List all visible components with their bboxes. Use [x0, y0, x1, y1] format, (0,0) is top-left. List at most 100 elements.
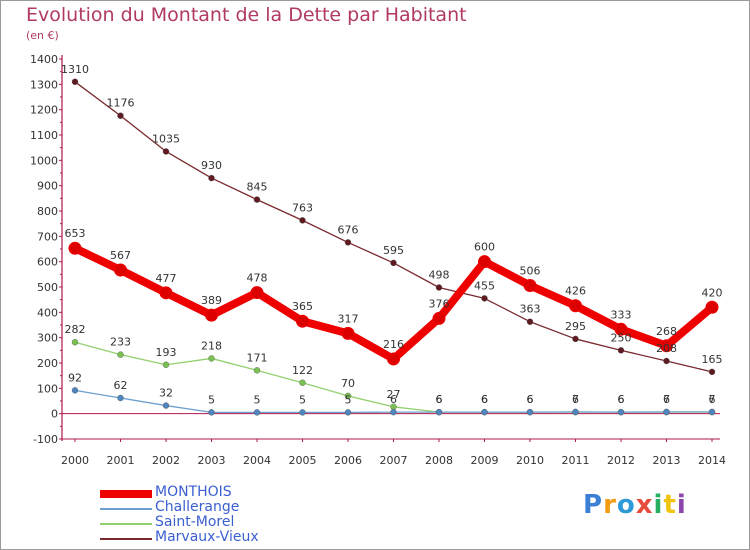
- data-label: 208: [656, 342, 677, 355]
- data-label: 6: [663, 393, 670, 406]
- y-tick-label: 1100: [30, 129, 58, 142]
- legend-label: Challerange: [155, 499, 240, 515]
- data-label: 6: [481, 393, 488, 406]
- data-point: [71, 339, 79, 346]
- data-label: 478: [247, 272, 268, 285]
- y-tick-label: 300: [37, 332, 58, 345]
- y-tick-label: 800: [37, 205, 58, 218]
- data-point: [435, 408, 443, 416]
- data-label: 567: [110, 249, 131, 262]
- data-label: 6: [618, 393, 625, 406]
- data-point: [162, 402, 170, 409]
- y-tick-label: 500: [37, 281, 58, 294]
- legend-swatch: [100, 523, 152, 525]
- data-label: 600: [474, 241, 495, 254]
- data-point: [569, 299, 582, 313]
- data-label: 477: [156, 272, 177, 285]
- data-label: 7: [572, 393, 579, 406]
- data-label: 5: [345, 393, 352, 406]
- data-label: 70: [341, 377, 355, 390]
- data-label: 171: [247, 351, 268, 364]
- data-label: 6: [527, 393, 534, 406]
- x-tick-label: 2012: [607, 454, 635, 467]
- data-point: [526, 408, 534, 416]
- data-label: 165: [702, 353, 723, 366]
- data-point: [663, 357, 670, 365]
- data-point: [572, 408, 579, 416]
- legend: MONTHOIS Challerange Saint-Morel Marvaux-Vi…: [100, 485, 320, 546]
- data-label: 250: [611, 331, 632, 344]
- x-tick-label: 2006: [334, 454, 362, 467]
- data-label: 1310: [61, 63, 89, 76]
- data-point: [390, 259, 397, 267]
- data-point: [208, 355, 215, 362]
- data-label: 317: [338, 312, 359, 325]
- data-point: [481, 295, 488, 302]
- proxiti-logo: Proxiti: [583, 490, 687, 520]
- y-tick-label: 1200: [30, 104, 58, 117]
- logo-letter: t: [663, 490, 677, 520]
- x-tick-label: 2005: [289, 454, 317, 467]
- data-label: 498: [429, 269, 450, 282]
- data-label: 6: [436, 393, 443, 406]
- legend-swatch: [100, 538, 152, 540]
- data-point: [299, 217, 306, 224]
- data-label: 376: [429, 297, 450, 310]
- x-tick-label: 2014: [698, 454, 726, 467]
- legend-swatch: [100, 490, 152, 498]
- legend-item: Saint-Morel: [100, 515, 320, 531]
- data-label: 1176: [107, 97, 135, 110]
- data-point: [253, 367, 261, 374]
- data-point: [617, 408, 625, 416]
- y-tick-label: 200: [37, 357, 58, 370]
- data-point: [663, 408, 670, 416]
- data-label: 32: [159, 387, 173, 400]
- data-point: [162, 361, 170, 368]
- data-point: [390, 408, 397, 416]
- y-tick-label: 400: [37, 306, 58, 319]
- data-label: 92: [68, 371, 82, 384]
- data-label: 6: [481, 393, 488, 406]
- logo-letter: i: [676, 490, 687, 520]
- data-label: 5: [208, 393, 215, 406]
- x-tick-label: 2000: [61, 454, 89, 467]
- x-tick-label: 2009: [471, 454, 499, 467]
- data-label: 6: [572, 393, 579, 406]
- data-label: 282: [65, 323, 86, 336]
- data-point: [114, 263, 127, 277]
- data-label: 27: [387, 388, 401, 401]
- data-label: 426: [565, 285, 586, 298]
- y-tick-label: 1300: [30, 78, 58, 91]
- data-point: [117, 394, 124, 402]
- logo-letter: r: [603, 490, 617, 520]
- x-tick-label: 2002: [152, 454, 180, 467]
- y-tick-label: 0: [51, 408, 58, 421]
- x-tick-label: 2007: [380, 454, 408, 467]
- data-label: 6: [709, 393, 716, 406]
- data-label: 6: [436, 393, 443, 406]
- x-tick-label: 2008: [425, 454, 453, 467]
- data-label: 365: [292, 300, 313, 313]
- unit-label: (en €): [26, 29, 59, 42]
- data-point: [708, 368, 716, 376]
- data-label: 6: [527, 393, 534, 406]
- data-point: [208, 409, 215, 416]
- data-point: [344, 239, 352, 246]
- data-point: [705, 300, 719, 314]
- x-tick-label: 2003: [198, 454, 226, 467]
- data-label: 845: [247, 181, 268, 194]
- x-tick-label: 2010: [516, 454, 544, 467]
- data-point: [660, 339, 673, 353]
- data-point: [614, 322, 628, 336]
- data-point: [68, 241, 82, 255]
- data-point: [71, 387, 79, 394]
- legend-item: MONTHOIS: [100, 485, 320, 501]
- data-point: [708, 408, 716, 416]
- y-tick-label: 1400: [30, 53, 58, 66]
- data-label: 506: [520, 264, 541, 277]
- data-point: [208, 174, 215, 182]
- data-label: 233: [110, 336, 131, 349]
- x-tick-label: 2001: [107, 454, 135, 467]
- data-point: [250, 286, 264, 300]
